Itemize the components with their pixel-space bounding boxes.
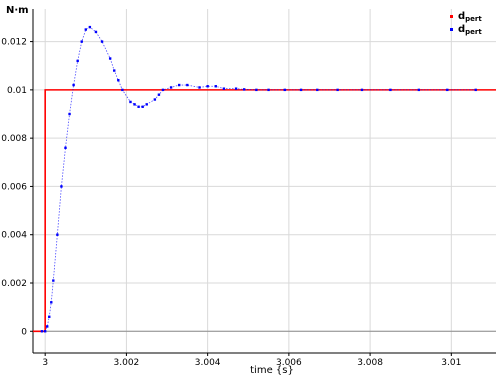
series-point [157,93,161,96]
series-point [84,28,87,31]
labels-layer: N·m time {s} [6,5,294,376]
series-point [121,88,124,92]
series-point [56,233,59,236]
series-point [186,83,189,87]
series-point [64,146,67,150]
x-tick-label: 3.01 [441,358,461,368]
series-line-0 [33,89,496,333]
series-point [161,88,165,92]
x-axis-label: time {s} [250,365,294,376]
series-point [336,88,339,92]
x-tick-label: 3.002 [114,358,140,368]
series-point [137,105,140,108]
y-tick-label: 0 [21,327,27,337]
x-tick-label: 3.004 [195,358,221,368]
legend-swatch-1 [450,28,453,31]
series-point [141,105,144,108]
series-point [72,83,75,87]
series-line-1 [41,26,476,332]
y-tick-label: 0.012 [1,38,27,48]
series-point [153,98,157,101]
series-point [108,57,112,60]
series-point [117,79,120,82]
legend-label-0: dpert [458,11,482,23]
series-point [46,325,49,328]
legend-label-main: d [458,11,465,22]
series-point [234,87,238,90]
series-point [316,88,319,92]
y-tick-label: 0.004 [1,231,27,241]
series-point [283,88,287,92]
series-point [389,88,392,92]
series-point [76,59,79,63]
series-point [113,69,116,72]
series-point [145,103,148,106]
series-point [198,86,201,89]
legend-label-sub: pert [465,28,482,36]
series-point [299,88,303,92]
series-point [94,30,98,34]
series-point [60,185,63,188]
series-point [178,83,181,87]
series-point [474,88,477,92]
series-point [68,112,71,116]
series-point [446,88,449,92]
series-point [255,88,258,92]
legend-swatch-0 [450,15,453,18]
series-point [360,88,364,92]
series-point [52,279,55,282]
y-axis-label: N·m [6,5,29,16]
y-tick-label: 0.008 [1,134,27,144]
series-point [214,85,217,88]
y-tick-label: 0.002 [1,279,27,289]
series-point [88,25,92,29]
series-point [43,330,47,333]
series-point [133,103,136,106]
series-point [40,330,44,333]
series-point [417,88,421,92]
grid-layer [33,9,496,353]
series-point [169,86,173,89]
y-tick-label: 0.01 [7,86,27,96]
x-tick-label: 3.006 [276,358,302,368]
series-point [242,88,246,91]
series-point [267,88,270,92]
legend-label-1: dpert [458,24,482,36]
series-point [48,315,51,318]
x-tick-label: 3.008 [357,358,383,368]
series-layer [33,25,496,333]
y-tick-label: 0.006 [1,182,27,192]
series-point [222,87,226,90]
legend-label-sub: pert [465,15,482,23]
series-point [206,85,209,88]
legend-label-main: d [458,24,465,35]
series-point [129,100,132,104]
series-point [50,301,53,304]
axes-layer: 3 3.002 3.004 3.006 3.008 3.01 0 0.002 0.004 0.00… [1,9,496,368]
series-point [80,40,83,43]
x-tick-label: 3 [42,358,48,368]
series-point [100,40,104,43]
